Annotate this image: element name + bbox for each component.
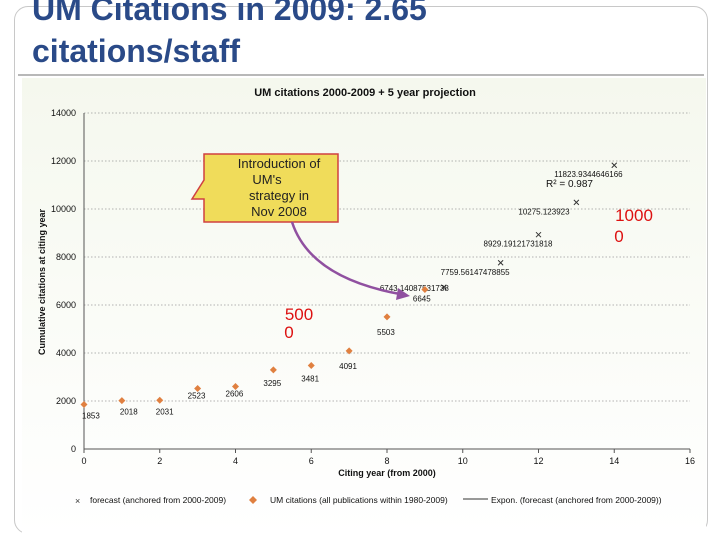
callout-box: [190, 153, 339, 223]
y-tick-label: 0: [71, 444, 76, 454]
um-data-label: 2018: [120, 408, 138, 417]
um-citation-point: [80, 401, 88, 409]
forecast-data-label: 6743.14087531738: [380, 284, 450, 293]
r-squared-label: R² = 0.987: [546, 179, 593, 190]
chart-title: UM citations 2000-2009 + 5 year projecti…: [254, 87, 476, 99]
um-citation-point: [345, 347, 353, 355]
data-marks: 6743.14087531738 7759.56147478855 8929.191…: [80, 162, 623, 421]
um-citation-point: [307, 361, 315, 369]
gridlines: [84, 112, 690, 402]
forecast-marker-stroke: [535, 231, 542, 238]
y-tick-label: 10000: [51, 204, 76, 214]
um-citation-point: [232, 382, 239, 390]
forecast-marker-stroke: [497, 259, 504, 266]
forecast-point: [440, 284, 447, 291]
um-data-label: 3295: [263, 379, 281, 388]
forecast-point: [535, 231, 542, 238]
x-axis-title: Citing year (from 2000): [338, 468, 436, 478]
y-tick-label: 6000: [56, 300, 76, 310]
y-tick-label: 14000: [51, 108, 76, 118]
callout-arrow: [290, 221, 401, 296]
y-tick-label: 8000: [56, 252, 76, 262]
chart-panel: [22, 78, 706, 536]
um-data-label: 4091: [339, 362, 357, 371]
annotation-5000-line1: 500: [285, 305, 313, 324]
um-citation-point: [421, 286, 429, 294]
forecast-marker-stroke: [611, 162, 618, 169]
forecast-data-label: 11823.9344646166: [554, 170, 623, 179]
x-tick-label: 16: [685, 456, 695, 466]
forecast-data-label: 8929.19121731818: [484, 240, 554, 249]
forecast-point: [573, 199, 580, 206]
um-data-label: 2031: [156, 407, 174, 416]
x-tick-label: 4: [233, 456, 238, 466]
um-data-label: 5503: [377, 328, 395, 337]
x-tick-label: 2: [157, 456, 162, 466]
forecast-point: [611, 162, 618, 169]
annotation-10000-line2: 0: [614, 227, 623, 246]
y-axis-title: Cumulative citations at citing year: [37, 208, 47, 355]
legend-um-label: UM citations (all publications within 19…: [270, 495, 448, 505]
x-tick-label: 0: [81, 456, 86, 466]
y-tick-label: 4000: [56, 348, 76, 358]
um-data-label: 6645: [413, 295, 431, 304]
legend-um-marker: [249, 496, 257, 504]
slide-title: UM Citations in 2009: 2.65 citations/sta…: [32, 0, 427, 69]
forecast-point: [497, 259, 504, 266]
callout-line-4: Nov 2008: [251, 204, 307, 219]
um-citation-point: [269, 366, 277, 374]
forecast-marker-stroke: [573, 199, 580, 206]
forecast-data-label: 7759.56147478855: [441, 268, 511, 277]
callout-line-1: Introduction of: [238, 156, 321, 171]
strategy-callout: Introduction of UM's strategy in Nov 200…: [190, 153, 339, 223]
annotation-10000-line1: 1000: [615, 206, 653, 225]
callout-arrowhead: [396, 288, 410, 300]
x-tick-label: 8: [384, 456, 389, 466]
y-tick-label: 2000: [56, 396, 76, 406]
y-tick-label: 12000: [51, 156, 76, 166]
um-data-label: 1853: [82, 412, 100, 421]
legend-forecast-label: forecast (anchored from 2000-2009): [90, 495, 226, 505]
legend: × forecast (anchored from 2000-2009) UM …: [75, 495, 662, 506]
um-citation-point: [383, 313, 391, 321]
header-rule: [18, 74, 704, 76]
x-tick-label: 10: [458, 456, 468, 466]
callout-line-2: UM's: [252, 172, 282, 187]
x-tick-label: 12: [533, 456, 543, 466]
um-data-label: 3481: [301, 374, 319, 383]
um-citation-point: [194, 384, 202, 392]
forecast-data-label: 10275.123923: [518, 207, 570, 216]
legend-expon-label: Expon. (forecast (anchored from 2000-200…: [491, 495, 662, 505]
forecast-marker-stroke: [440, 284, 447, 291]
um-citation-point: [118, 397, 126, 405]
x-tick-label: 6: [309, 456, 314, 466]
annotation-5000-line2: 0: [284, 323, 293, 342]
x-tick-label: 14: [609, 456, 619, 466]
legend-forecast-marker: ×: [75, 496, 80, 506]
um-data-label: 2606: [226, 389, 244, 398]
callout-line-3: strategy in: [249, 188, 309, 203]
um-data-label: 2523: [188, 391, 206, 400]
um-citation-point: [156, 396, 164, 404]
